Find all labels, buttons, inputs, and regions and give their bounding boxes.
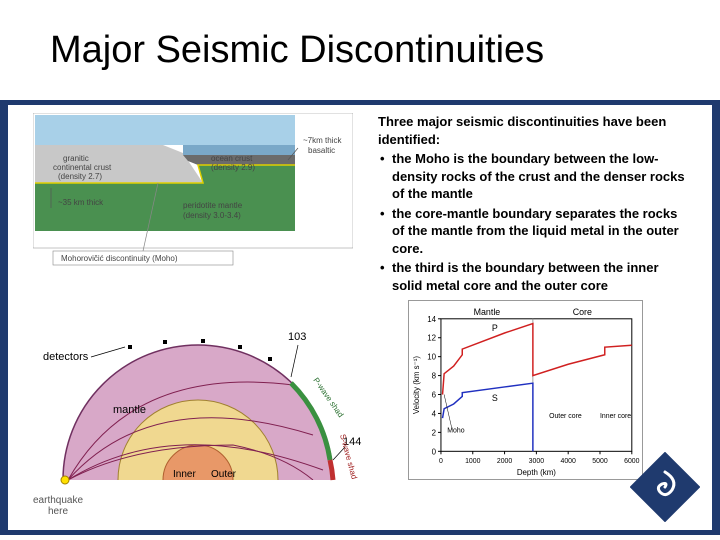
- svg-text:3000: 3000: [529, 458, 545, 465]
- d1-label: continental crust: [53, 163, 112, 172]
- d2-label: Outer: [211, 469, 237, 480]
- svg-text:Core: Core: [573, 307, 592, 317]
- bullet-item: the Moho is the boundary between the low…: [378, 150, 692, 203]
- svg-text:10: 10: [427, 353, 436, 362]
- svg-text:4: 4: [432, 409, 437, 418]
- svg-text:Depth (km): Depth (km): [517, 468, 556, 477]
- svg-text:8: 8: [432, 372, 437, 381]
- intro-line: Three major seismic discontinuities have…: [378, 113, 692, 148]
- velocity-depth-chart: Mantle Core 0 2 4 6 8 10 12 14 0 1000 2000 3000 4000 50…: [408, 300, 643, 480]
- svg-text:0: 0: [432, 447, 437, 456]
- crust-mantle-diagram: granitic continental crust (density 2.7)…: [33, 113, 353, 268]
- text-block: Three major seismic discontinuities have…: [378, 113, 692, 294]
- d1-label: ~35 km thick: [58, 198, 104, 207]
- svg-text:P: P: [492, 323, 498, 333]
- svg-text:Moho: Moho: [447, 427, 464, 434]
- content-area: Three major seismic discontinuities have…: [8, 105, 712, 530]
- d1-label: basaltic: [308, 146, 335, 155]
- svg-text:Mantle: Mantle: [474, 307, 501, 317]
- svg-text:12: 12: [427, 334, 436, 343]
- svg-text:4000: 4000: [560, 458, 576, 465]
- content-band: Three major seismic discontinuities have…: [0, 100, 720, 535]
- bullet-item: the core-mantle boundary separates the r…: [378, 205, 692, 258]
- earth-hemisphere-diagram: detectors mantle Inner Outer 103 144 P-w…: [33, 305, 363, 520]
- svg-text:Outer core: Outer core: [549, 413, 582, 420]
- d2-earthquake: earthquake: [33, 495, 83, 506]
- d1-label: ~7km thick: [303, 136, 342, 145]
- svg-text:2: 2: [432, 428, 436, 437]
- svg-text:5000: 5000: [592, 458, 608, 465]
- d2-label: detectors: [43, 351, 89, 363]
- d1-label: peridotite mantle: [183, 201, 243, 210]
- d1-label: ocean crust: [211, 154, 253, 163]
- svg-text:6: 6: [432, 390, 437, 399]
- d1-label: (density 3.0-3.4): [183, 211, 241, 220]
- d1-label: granitic: [63, 154, 89, 163]
- bullet-item: the third is the boundary between the in…: [378, 259, 692, 294]
- d1-label: (density 2.9): [211, 163, 255, 172]
- svg-text:S: S: [492, 393, 498, 403]
- d2-earthquake: here: [48, 506, 68, 517]
- svg-text:Velocity (km s⁻¹): Velocity (km s⁻¹): [412, 356, 421, 415]
- d1-moho-label: Mohorovičić discontinuity (Moho): [61, 254, 178, 263]
- logo-icon: [630, 452, 700, 522]
- title-bar: Major Seismic Discontinuities: [0, 0, 720, 100]
- d2-label: mantle: [113, 404, 146, 416]
- slide-title: Major Seismic Discontinuities: [50, 29, 544, 72]
- svg-text:Inner core: Inner core: [600, 413, 631, 420]
- svg-text:0: 0: [439, 458, 443, 465]
- svg-text:2000: 2000: [497, 458, 513, 465]
- d2-label: Inner: [173, 469, 196, 480]
- svg-text:1000: 1000: [465, 458, 481, 465]
- d2-label: 103: [288, 331, 306, 343]
- bullet-list: the Moho is the boundary between the low…: [378, 150, 692, 294]
- d1-label: (density 2.7): [58, 172, 102, 181]
- svg-text:14: 14: [427, 315, 436, 324]
